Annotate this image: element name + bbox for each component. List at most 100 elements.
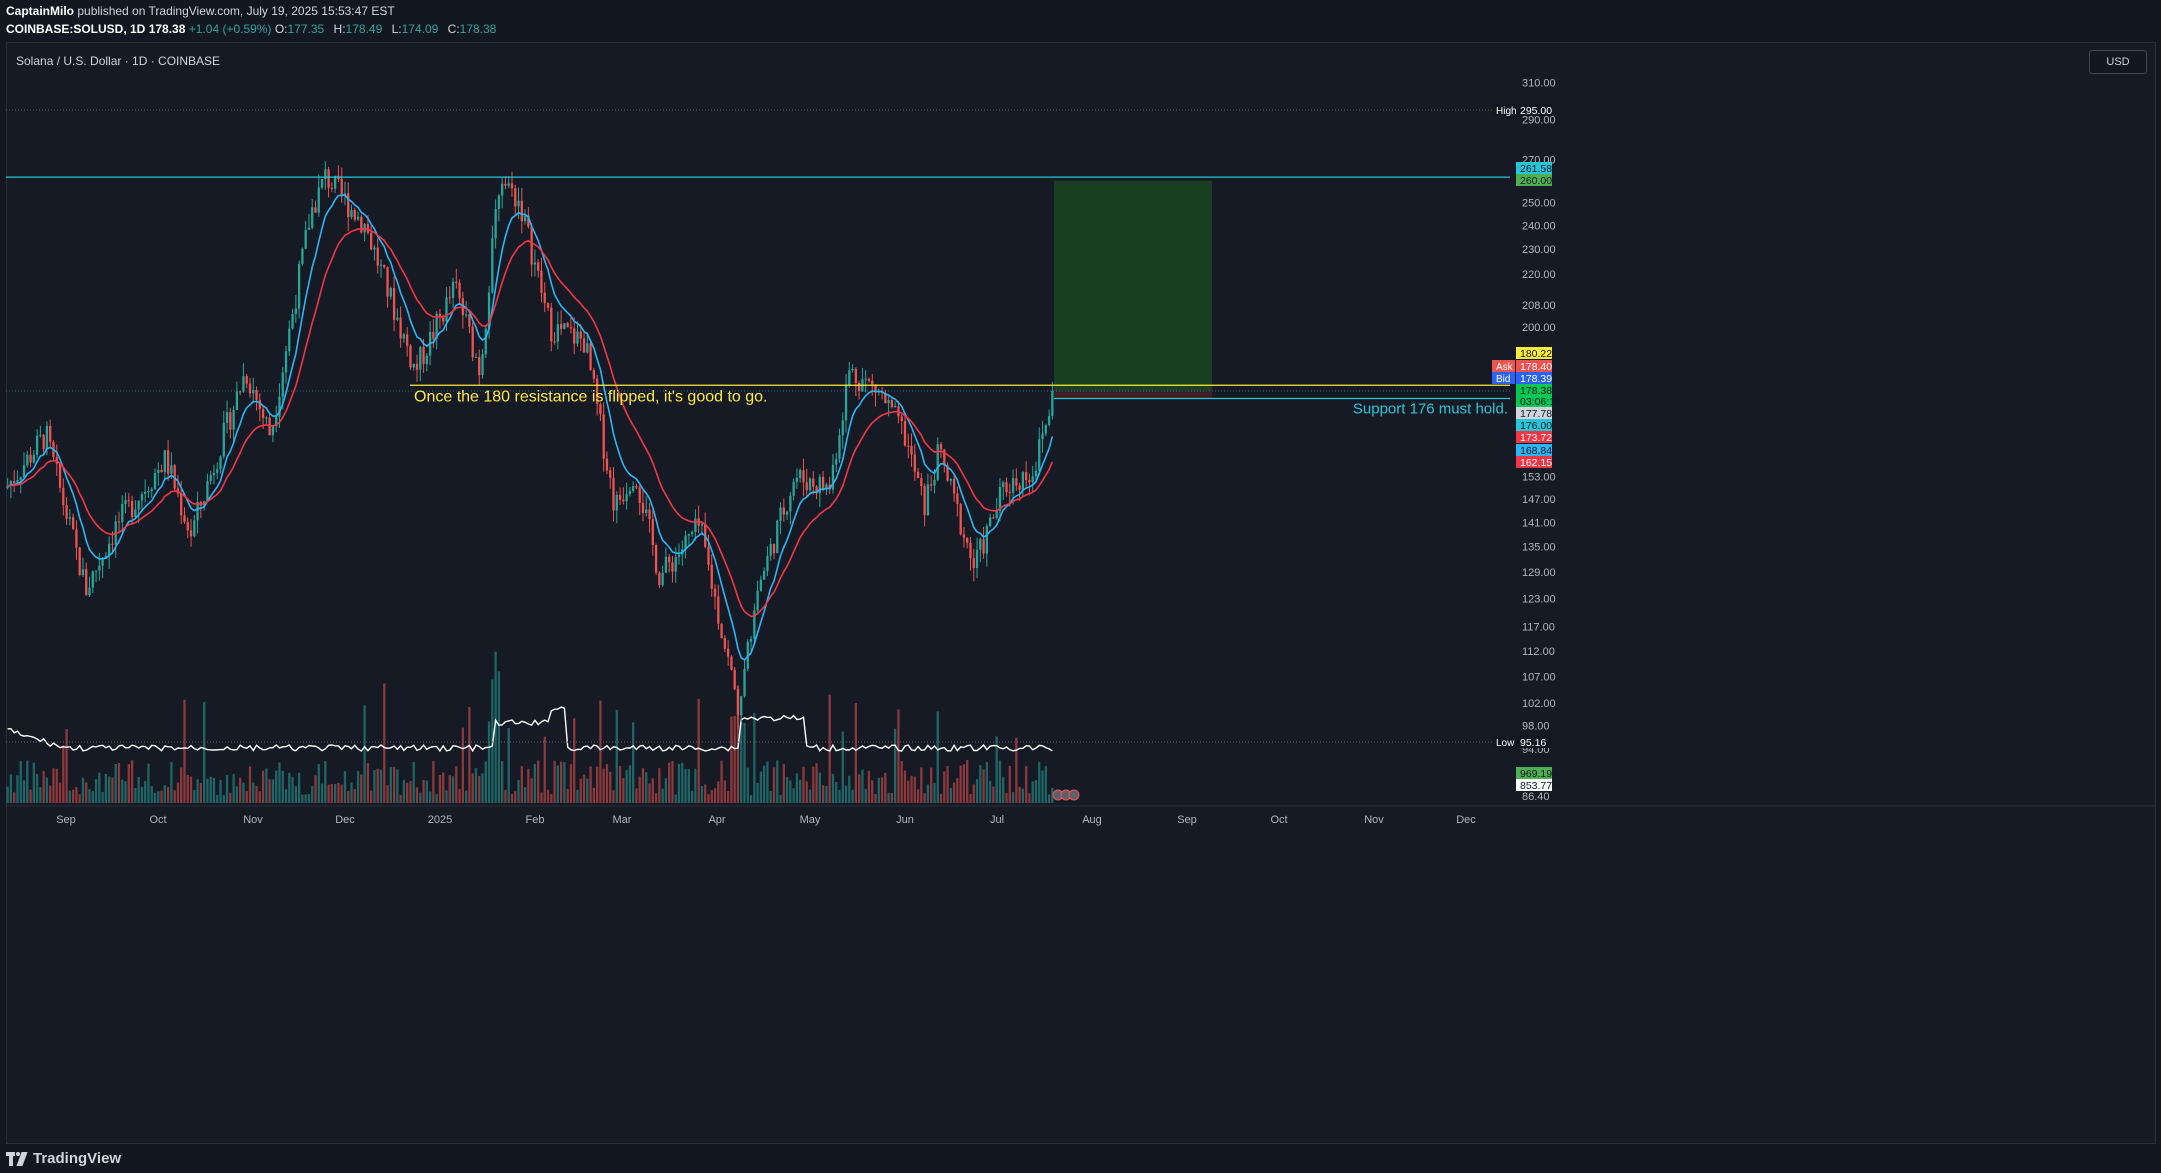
candle-body (684, 535, 687, 550)
candle-body (307, 227, 311, 230)
candle-body (497, 195, 501, 209)
volume-bar (566, 789, 569, 803)
candle-body (1025, 472, 1028, 481)
volume-bar (969, 793, 972, 803)
volume-bar (700, 785, 704, 803)
volume-bar (1005, 792, 1008, 803)
candle-body (887, 400, 890, 404)
candle-body (926, 484, 930, 516)
candle-body (828, 484, 831, 490)
volume-bar (478, 775, 481, 803)
candle-body (196, 502, 199, 521)
volume-bar (900, 761, 903, 803)
candle-body (952, 478, 956, 494)
open-label: O: (274, 22, 288, 36)
candle-body (356, 216, 360, 220)
volume-bar (618, 765, 622, 803)
y-tick-label: 98.00 (1522, 721, 1550, 733)
close-label: C: (447, 22, 460, 36)
candle-body (206, 481, 209, 502)
volume-bar (1025, 766, 1028, 803)
volume-bar (779, 794, 782, 803)
y-tick-label: 86.40 (1522, 791, 1550, 803)
candle-body (297, 263, 301, 309)
candle-body (455, 281, 458, 283)
price-chart[interactable]: Once the 180 resistance is flipped, it's… (0, 0, 2161, 1144)
volume-bar (789, 780, 792, 803)
volume-bar (78, 794, 81, 803)
candle-body (330, 187, 334, 189)
candle-body (189, 530, 193, 537)
candle-body (22, 465, 26, 478)
volume-bar (219, 779, 222, 803)
volume-bar (723, 780, 727, 803)
candle-body (360, 216, 363, 233)
tradingview-brand: TradingView (33, 1150, 122, 1167)
candle-body (726, 648, 730, 657)
candle-body (805, 482, 808, 491)
volume-bar (297, 772, 301, 803)
volume-bar (91, 791, 94, 803)
volume-bar (812, 766, 815, 803)
candle-body (451, 281, 455, 298)
volume-bar (209, 776, 212, 803)
volume-bar (455, 766, 458, 803)
volume-bar (746, 767, 749, 803)
candle-body (677, 554, 681, 557)
volume-bar (890, 792, 894, 803)
candle-body (504, 183, 507, 186)
volume-bar (835, 781, 838, 803)
candle-body (255, 389, 258, 400)
candle-body (841, 420, 844, 436)
candle-body (546, 303, 550, 308)
candle-body (130, 500, 134, 517)
volume-bar (1031, 781, 1034, 803)
volume-bar (409, 781, 412, 803)
price-tag-value: 162.15 (1520, 457, 1552, 469)
candle-body (340, 178, 343, 195)
candle-body (740, 696, 743, 716)
candle-body (42, 434, 45, 450)
candle-body (448, 297, 451, 299)
candle-body (844, 384, 848, 421)
volume-bar (710, 790, 713, 803)
candle-body (628, 490, 632, 495)
candle-body (9, 481, 13, 486)
price-tag-box (1516, 174, 1552, 186)
volume-bar (114, 763, 117, 803)
target-zone (1054, 180, 1212, 392)
candle-body (848, 370, 851, 385)
candle-body (419, 346, 422, 370)
tradingview-logo[interactable]: TradingView (6, 1150, 121, 1167)
volume-bar (815, 763, 818, 803)
volume-bar (189, 776, 193, 803)
candle-body (687, 533, 690, 536)
volume-bar (903, 770, 907, 803)
price-tag-label-box (1492, 360, 1515, 372)
candle-body (65, 505, 68, 519)
volume-bar (1002, 777, 1005, 803)
volume-bar (684, 768, 687, 803)
author-name[interactable]: CaptainMilo (6, 4, 74, 18)
candle-body (589, 343, 592, 370)
volume-bar (592, 787, 596, 803)
volume-bar (887, 792, 890, 803)
currency-button[interactable]: USD (2089, 50, 2147, 74)
volume-bar (844, 785, 848, 803)
volume-bar (356, 770, 360, 803)
candle-body (501, 183, 504, 196)
stop-zone (1054, 391, 1212, 400)
volume-bar (399, 794, 402, 803)
candle-body (592, 369, 596, 379)
candle-body (163, 450, 166, 473)
price-tag-label: Bid (1496, 374, 1510, 385)
volume-bar (664, 778, 668, 803)
volume-bar (497, 671, 501, 803)
candle-body (956, 493, 959, 505)
candle-body (785, 511, 789, 515)
candle-body (871, 380, 874, 385)
candle-body (389, 287, 392, 297)
volume-bar (307, 794, 311, 803)
volume-bar (1011, 792, 1015, 803)
price-tag-box (1516, 162, 1552, 174)
